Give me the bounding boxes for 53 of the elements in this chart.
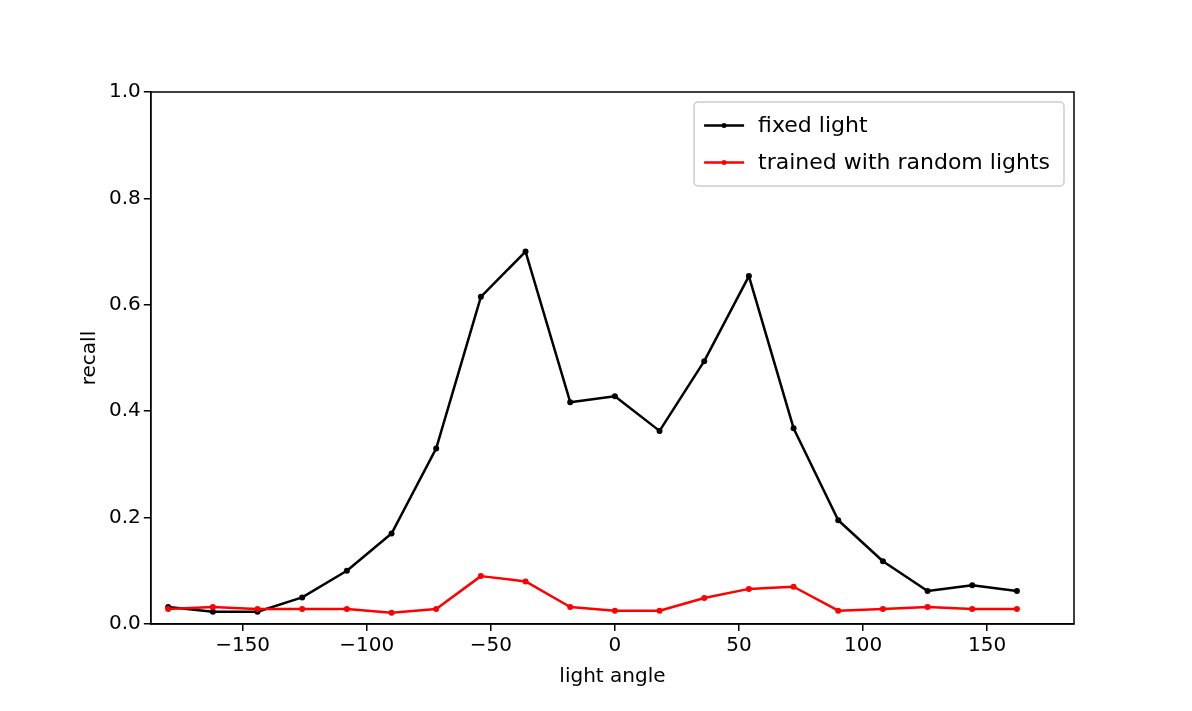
point xyxy=(879,606,886,613)
y-tick-label: 0.2 xyxy=(108,503,141,528)
point xyxy=(879,558,886,565)
point xyxy=(924,603,931,610)
point xyxy=(701,594,708,601)
point xyxy=(790,425,797,432)
point xyxy=(835,607,842,614)
point xyxy=(969,582,976,589)
legend-label: trained with random lights xyxy=(758,149,1051,175)
point xyxy=(701,358,708,365)
point xyxy=(745,585,752,592)
point xyxy=(522,578,529,585)
y-tick-label: 0.6 xyxy=(108,291,141,315)
point xyxy=(477,573,484,580)
point xyxy=(969,606,976,613)
y-tick-label: 1.0 xyxy=(108,78,141,103)
x-tick-label: −50 xyxy=(469,632,512,657)
point xyxy=(209,608,216,615)
point xyxy=(299,606,306,613)
x-axis-title: light angle xyxy=(559,663,666,688)
point xyxy=(433,606,440,613)
point xyxy=(611,607,618,614)
point xyxy=(567,603,574,610)
point xyxy=(656,427,663,434)
point xyxy=(477,293,484,300)
point xyxy=(209,603,216,610)
point xyxy=(343,567,350,574)
point xyxy=(388,530,395,537)
legend-label: fixed light xyxy=(758,112,868,138)
point xyxy=(388,609,395,616)
x-tick-label: 150 xyxy=(968,632,1007,657)
y-tick-label: 0.8 xyxy=(108,184,141,209)
x-tick-label: −150 xyxy=(215,632,271,657)
point xyxy=(790,583,797,590)
point xyxy=(567,399,574,406)
x-tick-label: 50 xyxy=(726,632,752,657)
x-tick-label: −100 xyxy=(339,632,395,657)
x-tick-label: 0 xyxy=(608,632,622,657)
point xyxy=(522,248,529,255)
point xyxy=(433,445,440,452)
point xyxy=(611,393,618,400)
point xyxy=(835,517,842,524)
y-axis-title: recall xyxy=(76,330,101,386)
point xyxy=(299,594,306,601)
x-tick-label: 100 xyxy=(843,632,883,657)
point xyxy=(924,588,931,595)
point xyxy=(745,273,752,280)
y-tick-label: 0.0 xyxy=(108,610,141,635)
y-tick-label: 0.4 xyxy=(108,397,141,422)
point xyxy=(1013,588,1020,595)
point xyxy=(656,607,663,614)
point xyxy=(1013,606,1020,613)
point xyxy=(343,606,350,613)
